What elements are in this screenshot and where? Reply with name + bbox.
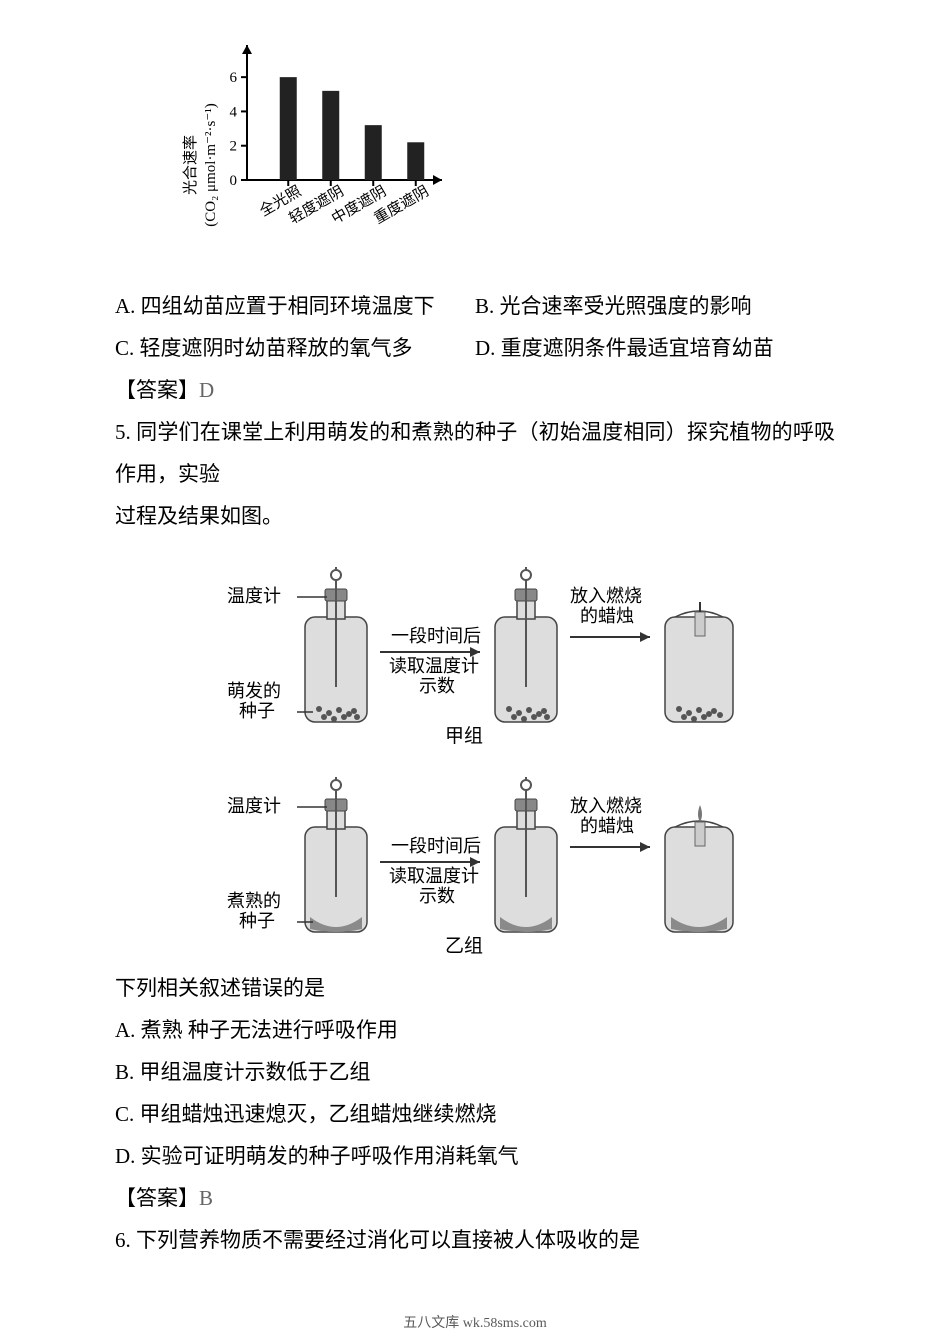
q6-stem: 6. 下列营养物质不需要经过消化可以直接被人体吸收的是 [115, 1219, 835, 1261]
q5-prompt: 下列相关叙述错误的是 [115, 967, 835, 1009]
figB-mid-bot-line1: 读取温度计 [389, 866, 479, 886]
svg-text:2: 2 [230, 139, 238, 155]
q5-answer-value: B [199, 1186, 213, 1210]
y-axis-label-line2: (CO₂ μmol·m⁻²·s⁻¹) [203, 103, 219, 227]
q4-option-a: A. 四组幼苗应置于相同环境温度下 [115, 285, 475, 327]
q4-answer: 【答案】D [115, 369, 835, 411]
figB-candle-label-line1: 放入燃烧 [570, 796, 642, 816]
q5-option-b: B. 甲组温度计示数低于乙组 [115, 1051, 835, 1093]
figB-seed-label-line2: 种子 [239, 911, 275, 931]
figA-candle-label-line2: 的蜡烛 [580, 606, 634, 626]
figA-mid-bot-line1: 读取温度计 [389, 656, 479, 676]
q4-option-d: D. 重度遮阴条件最适宜培育幼苗 [475, 327, 835, 369]
q5-option-c: C. 甲组蜡烛迅速熄灭，乙组蜡烛继续燃烧 [115, 1093, 835, 1135]
figA-seed-label-line1: 萌发的 [227, 681, 281, 701]
figA-group-caption: 甲组 [445, 725, 483, 747]
y-axis-label-line1: 光合速率 [182, 135, 199, 195]
q5-option-d: D. 实验可证明萌发的种子呼吸作用消耗氧气 [115, 1135, 835, 1177]
figA-mid-bot-line2: 示数 [419, 676, 455, 696]
q5-answer-label: 【答案】 [115, 1186, 199, 1210]
q4-answer-value: D [199, 378, 214, 402]
q4-option-c: C. 轻度遮阴时幼苗释放的氧气多 [115, 327, 475, 369]
q4-answer-label: 【答案】 [115, 378, 199, 402]
figA-seed-label-line2: 种子 [239, 701, 275, 721]
figA-candle-label-line1: 放入燃烧 [570, 586, 642, 606]
figB-mid-bot-line2: 示数 [419, 886, 455, 906]
figB-candle-label-line2: 的蜡烛 [580, 816, 634, 836]
q5-answer: 【答案】B [115, 1177, 835, 1219]
chart-bars [280, 77, 425, 180]
figB-thermo-label: 温度计 [227, 796, 281, 816]
q4-options-row-2: C. 轻度遮阴时幼苗释放的氧气多 D. 重度遮阴条件最适宜培育幼苗 [115, 327, 835, 369]
photosynthesis-bar-chart: 光合速率 (CO₂ μmol·m⁻²·s⁻¹) 全光照轻度遮阴中度遮阴重度遮阴 … [175, 30, 465, 265]
chart-y-ticks: 0 2 4 6 [230, 70, 238, 189]
experiment-figure-group-b: 温度计 煮熟的 种子 一段时间后 读取温度计 示数 放入燃烧 的蜡烛 乙组 [195, 757, 755, 957]
q4-options-row-1: A. 四组幼苗应置于相同环境温度下 B. 光合速率受光照强度的影响 [115, 285, 835, 327]
figA-mid-top: 一段时间后 [391, 626, 481, 646]
chart-svg: 光合速率 (CO₂ μmol·m⁻²·s⁻¹) 全光照轻度遮阴中度遮阴重度遮阴 … [175, 30, 465, 260]
figB-group-caption: 乙组 [445, 935, 483, 957]
svg-text:6: 6 [230, 70, 238, 86]
q5-stem-line-2: 过程及结果如图。 [115, 495, 835, 537]
figA-thermo-label: 温度计 [227, 586, 281, 606]
experiment-figure-group-a: 温度计 萌发的 种子 一段时间后 读取温度计 示数 放入燃烧 的蜡烛 [195, 547, 755, 747]
figB-seed-label-line1: 煮熟的 [227, 891, 281, 911]
figB-mid-top: 一段时间后 [391, 836, 481, 856]
chart-x-ticks: 全光照轻度遮阴中度遮阴重度遮阴 [256, 182, 431, 228]
svg-text:4: 4 [230, 104, 238, 120]
q5-option-a: A. 煮熟 种子无法进行呼吸作用 [115, 1009, 835, 1051]
q4-option-b: B. 光合速率受光照强度的影响 [475, 285, 835, 327]
q5-stem-line-1: 5. 同学们在课堂上利用萌发的和煮熟的种子（初始温度相同）探究植物的呼吸作用，实… [115, 411, 835, 495]
page-footer: 五八文库 wk.58sms.com [0, 1312, 950, 1332]
svg-text:0: 0 [230, 173, 238, 189]
